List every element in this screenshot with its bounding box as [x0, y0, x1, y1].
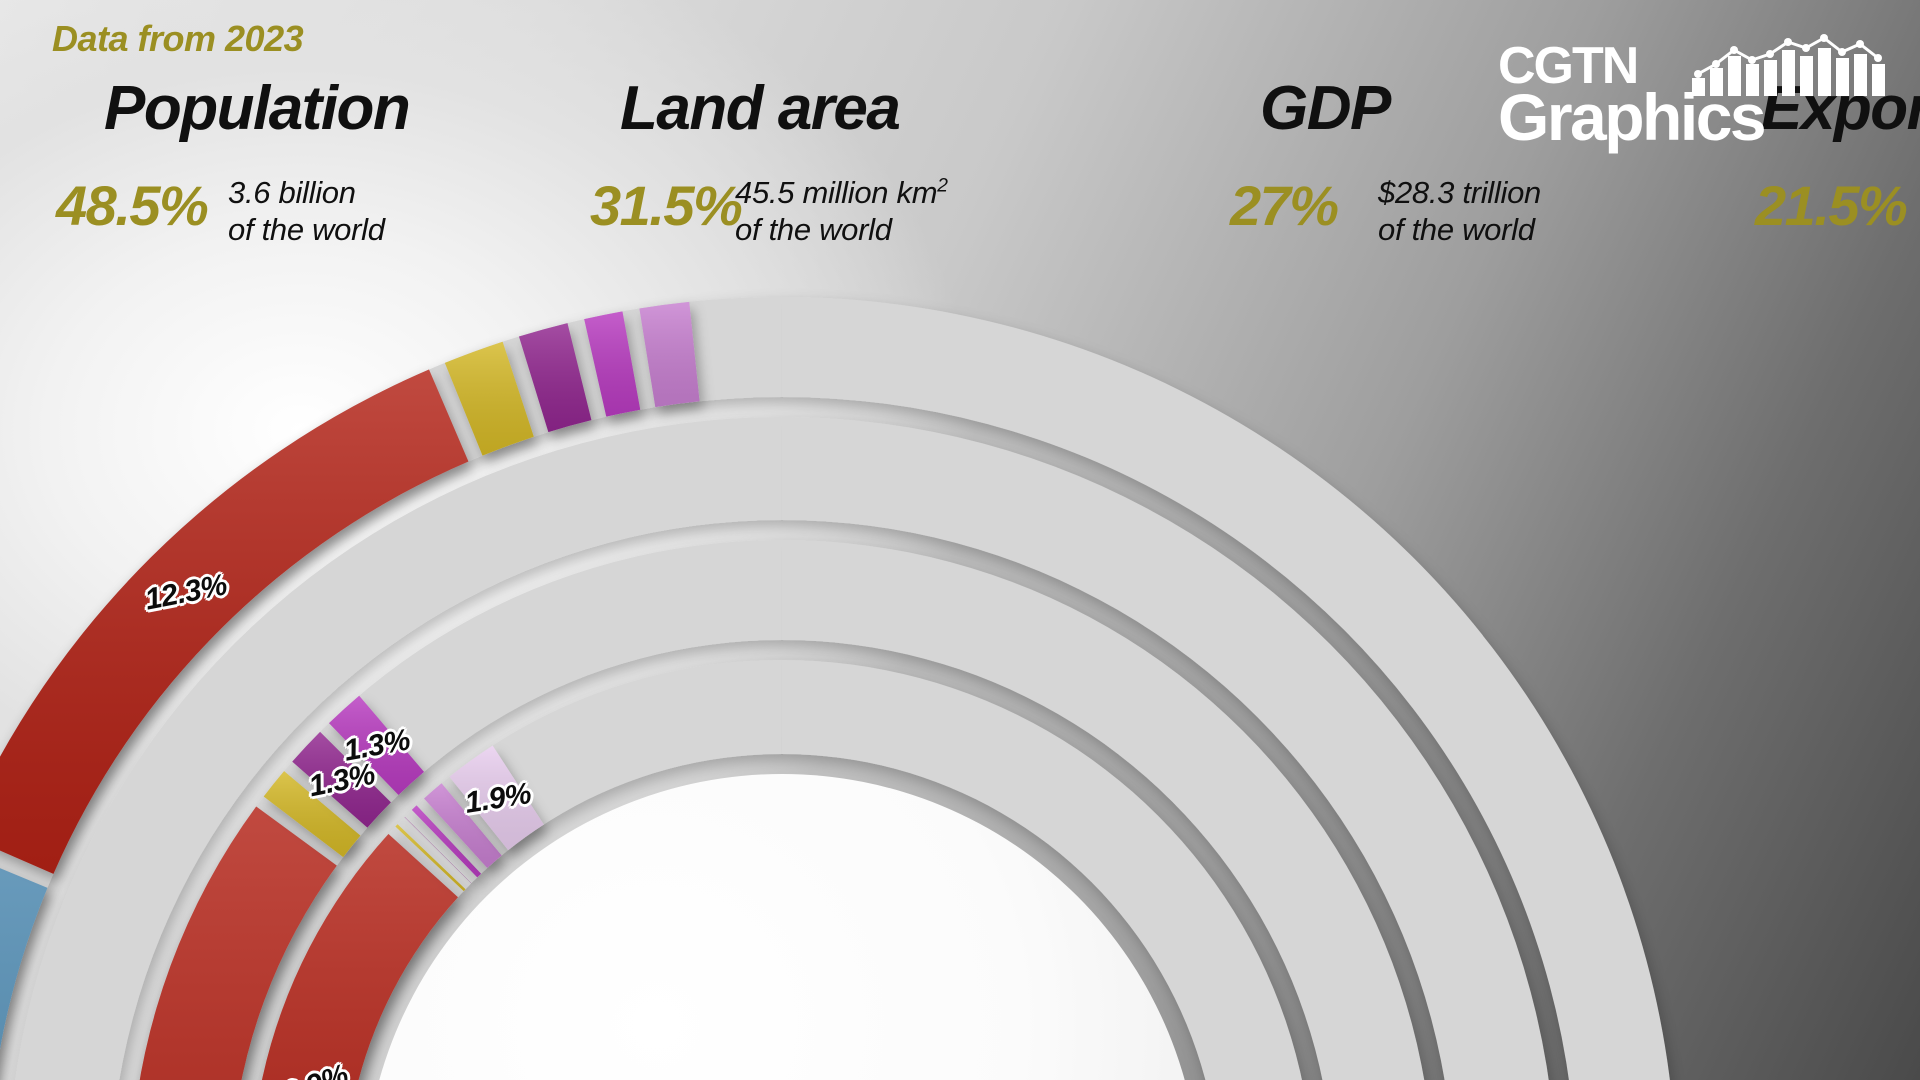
- donut-segment-sheen: [329, 695, 425, 795]
- donut-segment-sheen: [395, 824, 466, 892]
- stat-title-land-area: Land area: [620, 74, 901, 143]
- stat-amount-population: 3.6 billion: [228, 175, 356, 210]
- stat-percent-gdp: 27%: [1230, 174, 1339, 237]
- ring-track-exports: [261, 660, 1302, 1080]
- stat-of-world-gdp: of the world: [1378, 212, 1535, 248]
- stat-of-world-population: of the world: [228, 212, 385, 248]
- stat-amount-gdp: $28.3 trillion: [1378, 175, 1541, 210]
- donut-segment-sheen: [449, 745, 544, 851]
- logo-text-cgtn: CGTN: [1498, 37, 1639, 95]
- ring-track-population: [0, 297, 1670, 1080]
- donut-segment-sheen: [411, 805, 482, 878]
- bar-chart-glyph-icon: [1692, 34, 1885, 96]
- stat-detail-gdp: $28.3 trillion of the world: [1378, 174, 1541, 248]
- donut-segment-sheen: [262, 834, 458, 1080]
- stat-title-population: Population: [104, 74, 411, 143]
- donut-segment-sheen: [424, 783, 502, 868]
- donut-segment-sheen: [444, 341, 534, 456]
- logo-text-graphics: Graphics: [1498, 80, 1767, 154]
- donut-segment-sheen: [292, 731, 391, 828]
- donut-segment-sheen: [263, 771, 361, 858]
- stat-unit-exponent-land-area: 2: [937, 175, 948, 197]
- stat-percent-exports: 21.5%: [1755, 174, 1908, 237]
- ring-track-land-area: [15, 417, 1549, 1080]
- stat-title-gdp: GDP: [1260, 74, 1391, 143]
- chart-hub: [379, 774, 1185, 1080]
- donut-segment-sheen: [584, 311, 641, 417]
- stat-amount-land-area: 45.5 million km: [735, 175, 938, 210]
- donut-segment-sheen: [0, 369, 469, 874]
- donut-segment-sheen: [404, 816, 472, 884]
- ring-track-gdp: [139, 540, 1425, 1080]
- data-year-kicker: Data from 2023: [52, 18, 304, 59]
- stat-percent-population: 48.5%: [56, 174, 209, 237]
- header: Data from 2023 Population 48.5% 3.6 bill…: [0, 0, 1920, 300]
- donut-segment-sheen: [639, 301, 700, 408]
- stat-of-world-land-area: of the world: [735, 212, 892, 248]
- stat-detail-population: 3.6 billion of the world: [228, 174, 385, 248]
- stat-percent-land-area: 31.5%: [590, 174, 743, 237]
- stat-detail-land-area: 45.5 million km2 of the world: [735, 174, 948, 248]
- donut-segment-sheen: [139, 806, 337, 1080]
- donut-segment-sheen: [0, 868, 48, 1080]
- donut-segment-sheen: [518, 323, 592, 433]
- cgtn-graphics-logo: CGTN: [1498, 34, 1898, 160]
